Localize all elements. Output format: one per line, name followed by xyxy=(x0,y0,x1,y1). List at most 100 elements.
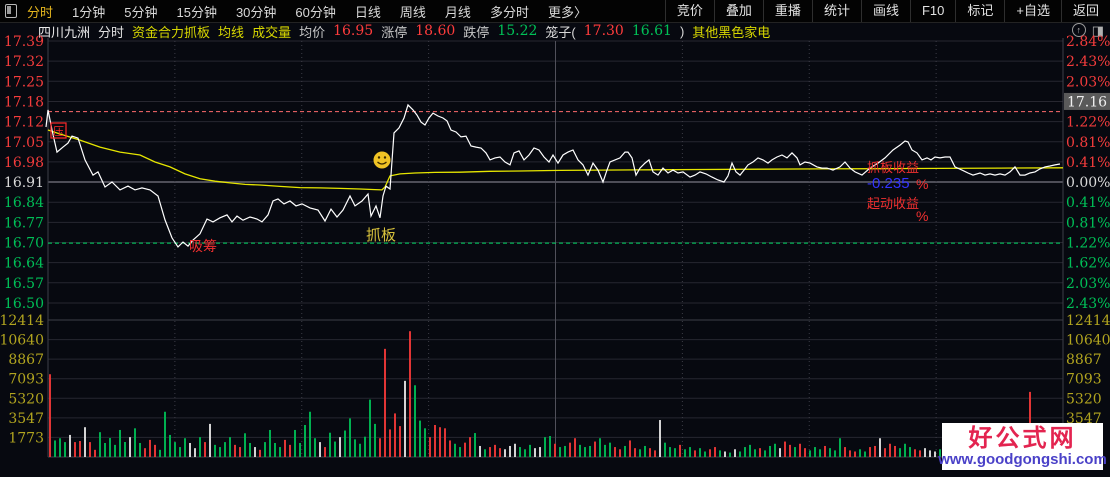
axis-label: 17.25 xyxy=(4,74,44,90)
volume-bar xyxy=(899,448,901,457)
period-tabs: 分时 1分钟 5分钟 15分钟 30分钟 60分钟 日线 周线 月线 多分时 更多〉 xyxy=(27,2,606,21)
axis-label: 8867 xyxy=(8,352,44,368)
volume-bar xyxy=(319,442,321,457)
volume-bar xyxy=(859,449,861,457)
toolbar-action[interactable]: 重播 xyxy=(762,0,812,22)
volume-bar xyxy=(909,447,911,457)
axis-label: 2.43% xyxy=(1066,296,1110,312)
volume-bar xyxy=(364,436,366,457)
axis-label: 0.41% xyxy=(1066,155,1110,171)
volume-bar xyxy=(89,442,91,457)
period-tab[interactable]: 1分钟 xyxy=(72,4,106,20)
period-tab[interactable]: 月线 xyxy=(444,4,471,20)
volume-bar xyxy=(719,450,721,457)
volume-bar xyxy=(734,449,736,457)
volume-bar xyxy=(624,445,626,457)
axis-label: 17.05 xyxy=(4,135,44,151)
volume-bar xyxy=(329,432,331,457)
volume-bar xyxy=(419,420,421,457)
period-tab[interactable]: 日线 xyxy=(354,4,381,20)
volume-bar xyxy=(679,444,681,457)
period-tab[interactable]: 多分时 xyxy=(489,4,529,20)
toolbar-action[interactable]: 画线 xyxy=(860,0,910,22)
volume-bar xyxy=(864,451,866,457)
volume-bar xyxy=(214,444,216,457)
volume-bar xyxy=(544,437,546,457)
axis-label: 2.84% xyxy=(1066,34,1110,50)
volume-bar xyxy=(924,448,926,457)
limit-up-value: 18.60 xyxy=(415,23,456,39)
toolbar-action[interactable]: 叠加 xyxy=(713,0,763,22)
volume-bar xyxy=(614,447,616,457)
period-tab[interactable]: 周线 xyxy=(399,4,426,20)
volume-bar xyxy=(929,450,931,457)
stock-info-tokens: 四川九洲 分时 资金合力抓板 均线 成交量 均价 16.95 涨停 18.60 跌停 15.22 笼子… xyxy=(38,22,778,41)
axis-label: 10640 xyxy=(1066,333,1110,349)
indicator-volume[interactable]: 成交量 xyxy=(252,24,292,40)
volume-bar xyxy=(774,443,776,457)
volume-bar xyxy=(379,438,381,457)
app-window-icon xyxy=(5,4,17,18)
axis-label: 3547 xyxy=(1066,411,1102,427)
axis-label: 2.03% xyxy=(1066,276,1110,292)
sector-label[interactable]: 其他黑色家电 xyxy=(692,24,771,40)
toolbar-action[interactable]: 返回 xyxy=(1060,0,1110,22)
volume-bar xyxy=(829,448,831,457)
view-mode-label: 分时 xyxy=(98,24,125,40)
period-tab[interactable]: 30分钟 xyxy=(235,4,277,20)
toolbar-action[interactable]: 竞价 xyxy=(664,0,714,22)
grab-return-pct: % xyxy=(916,176,928,192)
axis-label: 0.81% xyxy=(1066,215,1110,231)
toolbar-action[interactable]: 统计 xyxy=(811,0,861,22)
volume-bar xyxy=(589,445,591,457)
period-tab[interactable]: 分时 xyxy=(27,4,54,20)
smiley-eye xyxy=(377,156,381,159)
axis-label: 0.81% xyxy=(1066,135,1110,151)
axis-label: 12414 xyxy=(1066,313,1110,329)
volume-bar xyxy=(334,441,336,457)
volume-bar xyxy=(149,439,151,457)
axis-label: 16.98 xyxy=(4,155,44,171)
volume-bar xyxy=(499,448,501,457)
axis-label: 10640 xyxy=(0,333,44,349)
volume-bar xyxy=(914,449,916,457)
pressure-marker-box xyxy=(50,122,67,139)
volume-bar xyxy=(639,449,641,457)
volume-bar xyxy=(269,429,271,457)
volume-bar xyxy=(644,445,646,457)
axis-label: 17.32 xyxy=(4,54,44,70)
volume-bar xyxy=(239,447,241,457)
indicator-grab[interactable]: 资金合力抓板 xyxy=(132,24,211,40)
period-tab[interactable]: 5分钟 xyxy=(124,4,158,20)
stock-name: 四川九洲 xyxy=(38,24,91,40)
toolbar-action[interactable]: F10 xyxy=(909,0,955,22)
period-tab[interactable]: 60分钟 xyxy=(295,4,336,20)
volume-bar xyxy=(284,439,286,457)
volume-bar xyxy=(834,450,836,457)
indicator-ma[interactable]: 均线 xyxy=(218,24,245,40)
volume-bar xyxy=(129,437,131,457)
period-tab[interactable]: 15分钟 xyxy=(176,4,217,20)
volume-bar xyxy=(579,444,581,457)
volume-bar xyxy=(849,450,851,457)
panel-layout-icon[interactable]: ◨ xyxy=(1091,22,1104,38)
expand-up-icon[interactable]: ↑ xyxy=(1071,23,1086,37)
volume-bar xyxy=(94,449,96,457)
volume-bar xyxy=(139,442,141,457)
period-tab[interactable]: 更多〉 xyxy=(547,4,587,20)
volume-bar xyxy=(469,437,471,457)
price-line xyxy=(45,103,1061,248)
grab-return-label: 抓板收益 xyxy=(867,160,919,175)
volume-bar xyxy=(749,444,751,457)
smiley-mouth xyxy=(377,161,387,165)
volume-bar xyxy=(534,448,536,457)
volume-bar xyxy=(449,440,451,457)
toolbar-action[interactable]: 标记 xyxy=(955,0,1004,22)
volume-bar xyxy=(894,445,896,457)
axis-label: 0.00% xyxy=(1066,175,1110,191)
volume-bar xyxy=(844,447,846,457)
toolbar-action[interactable]: +自选 xyxy=(1004,0,1061,22)
volume-bar xyxy=(134,428,136,457)
